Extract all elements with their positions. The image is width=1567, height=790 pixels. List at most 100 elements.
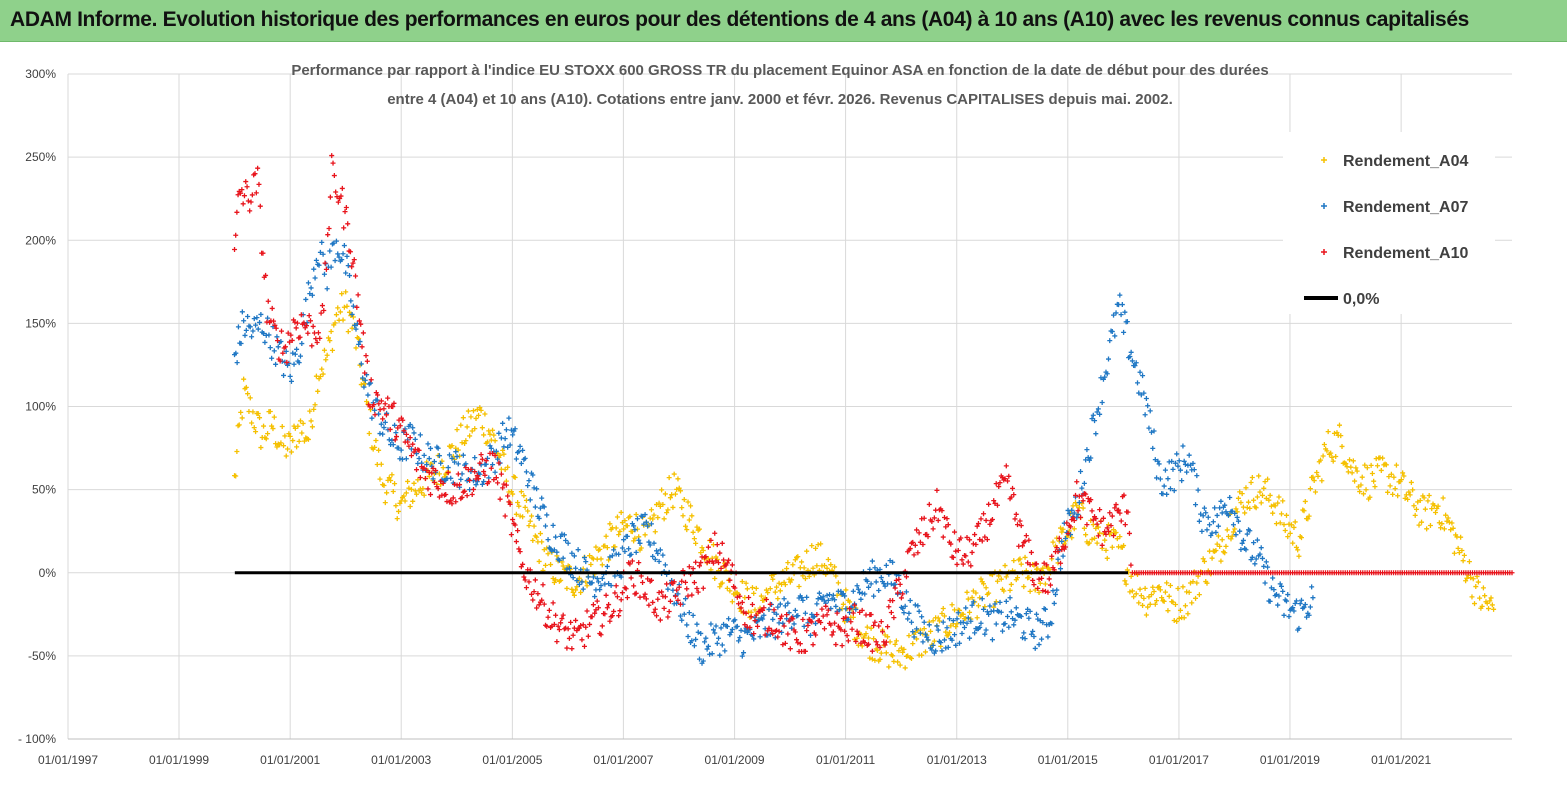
data-point bbox=[1049, 553, 1055, 559]
data-point bbox=[724, 624, 730, 630]
data-point bbox=[1039, 575, 1045, 581]
data-point bbox=[1262, 580, 1268, 586]
data-point bbox=[421, 492, 427, 498]
data-point bbox=[900, 649, 906, 655]
data-point bbox=[986, 501, 992, 507]
data-point bbox=[842, 628, 848, 634]
data-point bbox=[721, 557, 727, 563]
data-point bbox=[364, 358, 370, 364]
data-point bbox=[295, 423, 301, 429]
data-point bbox=[945, 644, 951, 650]
data-point bbox=[253, 190, 259, 196]
data-point bbox=[877, 644, 883, 650]
data-point bbox=[430, 465, 436, 471]
x-tick-label: 01/01/1999 bbox=[149, 753, 209, 767]
data-point bbox=[898, 645, 904, 651]
data-point bbox=[1287, 530, 1293, 536]
data-point bbox=[382, 419, 388, 425]
data-point bbox=[1305, 516, 1311, 522]
data-point bbox=[920, 542, 926, 548]
x-tick-label: 01/01/2013 bbox=[927, 753, 987, 767]
data-point bbox=[1083, 491, 1089, 497]
data-point bbox=[994, 502, 1000, 508]
data-point bbox=[684, 622, 690, 628]
data-point bbox=[372, 412, 378, 418]
data-point bbox=[978, 620, 984, 626]
data-point bbox=[1361, 491, 1366, 497]
data-point bbox=[417, 432, 423, 438]
data-point bbox=[347, 249, 353, 255]
data-point bbox=[545, 614, 551, 620]
data-point bbox=[982, 534, 988, 540]
data-point bbox=[717, 550, 723, 556]
data-point bbox=[878, 650, 884, 656]
data-point bbox=[606, 557, 612, 563]
data-point bbox=[487, 431, 493, 437]
data-point bbox=[1121, 492, 1127, 498]
data-point bbox=[917, 539, 923, 545]
data-point bbox=[233, 473, 239, 479]
data-point bbox=[348, 298, 354, 304]
data-point bbox=[659, 589, 665, 595]
data-point bbox=[525, 483, 531, 489]
data-point bbox=[465, 408, 471, 414]
data-point bbox=[895, 590, 901, 596]
data-point bbox=[1136, 600, 1142, 606]
data-point bbox=[743, 610, 749, 616]
data-point bbox=[683, 523, 689, 529]
data-point bbox=[309, 424, 315, 430]
data-point bbox=[906, 633, 912, 639]
data-point bbox=[852, 602, 858, 608]
data-point bbox=[1040, 588, 1046, 594]
data-point bbox=[757, 634, 763, 640]
data-point bbox=[411, 480, 417, 486]
data-point bbox=[675, 591, 681, 597]
data-point bbox=[850, 610, 856, 616]
data-point bbox=[1032, 645, 1038, 651]
data-point bbox=[1401, 473, 1407, 479]
data-point bbox=[931, 638, 937, 644]
data-point bbox=[1186, 589, 1192, 595]
data-point bbox=[850, 614, 856, 620]
data-point bbox=[1030, 577, 1036, 583]
data-point bbox=[683, 579, 689, 585]
data-point bbox=[1175, 586, 1181, 592]
data-point bbox=[1350, 458, 1356, 464]
data-point bbox=[532, 504, 538, 510]
data-point bbox=[797, 641, 803, 647]
data-point bbox=[929, 519, 935, 525]
y-tick-label: 50% bbox=[32, 483, 56, 497]
data-point bbox=[703, 554, 709, 560]
data-point bbox=[941, 613, 947, 619]
data-point bbox=[689, 638, 695, 644]
data-point bbox=[969, 549, 975, 555]
data-point bbox=[488, 465, 494, 471]
data-point bbox=[410, 425, 416, 431]
data-point bbox=[1095, 533, 1101, 539]
data-point bbox=[1276, 593, 1282, 599]
data-point bbox=[282, 433, 288, 439]
data-point bbox=[641, 594, 647, 600]
data-point bbox=[650, 599, 656, 605]
data-point bbox=[566, 635, 572, 641]
data-point bbox=[320, 251, 326, 257]
data-point bbox=[828, 562, 834, 568]
data-point bbox=[497, 452, 503, 458]
data-point bbox=[522, 455, 528, 461]
data-point bbox=[536, 602, 542, 608]
data-point bbox=[1065, 530, 1071, 536]
data-point bbox=[275, 338, 281, 344]
data-point bbox=[642, 512, 648, 518]
data-point bbox=[539, 597, 545, 603]
y-tick-label: -50% bbox=[28, 649, 56, 663]
data-point bbox=[916, 608, 922, 614]
data-point bbox=[261, 423, 267, 429]
data-point bbox=[341, 225, 347, 231]
data-point bbox=[1053, 591, 1059, 597]
data-point bbox=[648, 577, 654, 583]
data-point bbox=[1034, 561, 1039, 567]
data-point bbox=[629, 529, 635, 535]
data-point bbox=[408, 453, 414, 459]
data-point bbox=[445, 465, 451, 471]
data-point bbox=[1282, 528, 1288, 534]
